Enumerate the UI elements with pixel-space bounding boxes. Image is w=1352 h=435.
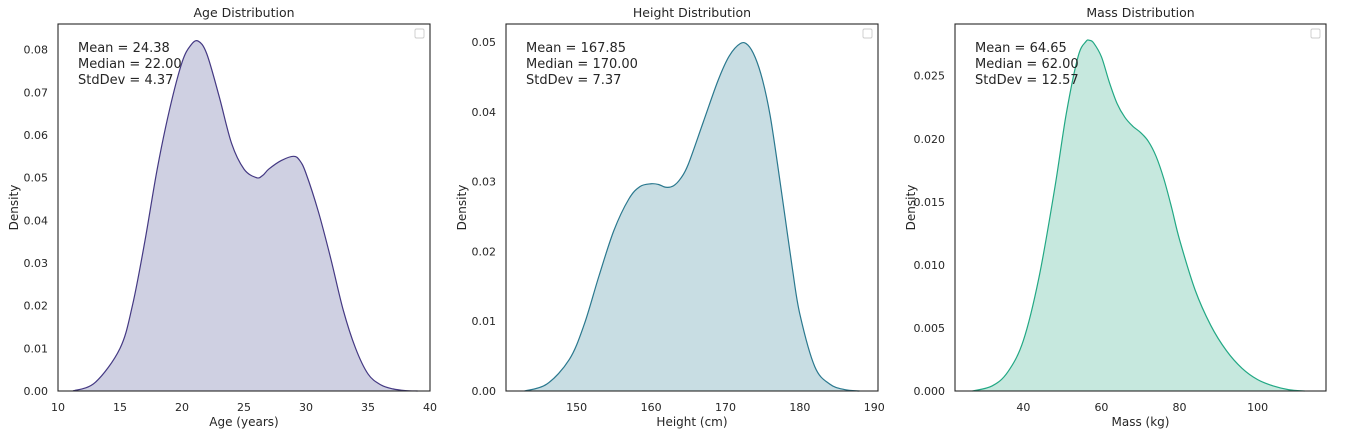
- y-tick-label: 0.04: [472, 106, 497, 119]
- chart-panel-3: 40 60 80 100 0.000 0.005 0.010 0.015 0.020 0.025 M…: [904, 5, 1327, 429]
- chart-title: Height Distribution: [633, 5, 751, 20]
- stat-annotation: StdDev = 12.57: [975, 73, 1079, 88]
- y-tick-label: 0.02: [472, 245, 497, 258]
- y-tick-label: 0.00: [472, 385, 497, 398]
- stat-annotation: Mean = 24.38: [78, 41, 170, 56]
- x-tick-label: 80: [1173, 401, 1187, 414]
- chart-panel-1: 10 15 20 25 30 35 40 0.00 0.01 0.02 0.03 0.04 0.05 0.…: [7, 5, 437, 429]
- chart-title: Mass Distribution: [1086, 5, 1194, 20]
- stat-annotation: Mean = 64.65: [975, 41, 1067, 56]
- y-tick-label: 0.07: [24, 86, 49, 99]
- x-tick-label: 20: [175, 401, 189, 414]
- y-tick-label: 0.05: [472, 36, 497, 49]
- x-tick-label: 100: [1247, 401, 1268, 414]
- stat-annotation: Median = 170.00: [526, 57, 638, 72]
- y-axis-label: Density: [455, 185, 469, 231]
- y-tick-label: 0.01: [24, 342, 49, 355]
- density-area: [972, 39, 1305, 392]
- legend-box: [1310, 28, 1321, 39]
- stat-annotation: StdDev = 7.37: [526, 73, 621, 88]
- plot-frame: [505, 23, 879, 392]
- chart-panel-2: 150 160 170 180 190 0.00 0.01 0.02 0.03 0.04 0.05 H…: [455, 5, 885, 429]
- x-tick-label: 40: [423, 401, 437, 414]
- x-tick-label: 180: [789, 401, 810, 414]
- y-tick-label: 0.04: [24, 214, 49, 227]
- x-tick-label: 190: [864, 401, 885, 414]
- x-tick-label: 160: [641, 401, 662, 414]
- y-tick-label: 0.000: [914, 385, 946, 398]
- x-axis-label: Mass (kg): [1112, 415, 1170, 429]
- density-area: [524, 42, 860, 391]
- density-line: [972, 39, 1305, 392]
- y-tick-label: 0.01: [472, 315, 497, 328]
- y-tick-label: 0.005: [914, 322, 946, 335]
- y-tick-label: 0.025: [914, 70, 946, 83]
- stat-annotation: Median = 62.00: [975, 57, 1079, 72]
- x-tick-label: 60: [1094, 401, 1108, 414]
- y-tick-label: 0.020: [914, 133, 946, 146]
- stat-annotation: Mean = 167.85: [526, 41, 626, 56]
- stat-annotation: StdDev = 4.37: [78, 73, 173, 88]
- x-axis-label: Age (years): [209, 415, 278, 429]
- y-tick-label: 0.010: [914, 259, 946, 272]
- density-line: [72, 40, 418, 392]
- y-tick-label: 0.08: [24, 44, 49, 57]
- y-tick-label: 0.03: [24, 257, 49, 270]
- y-tick-label: 0.015: [914, 196, 946, 209]
- x-tick-label: 10: [51, 401, 65, 414]
- plot-frame: [57, 23, 431, 392]
- y-tick-label: 0.03: [472, 176, 497, 189]
- x-tick-label: 25: [237, 401, 251, 414]
- legend-box: [862, 28, 873, 39]
- y-tick-label: 0.00: [24, 385, 49, 398]
- x-tick-label: 15: [113, 401, 127, 414]
- x-tick-label: 30: [299, 401, 313, 414]
- x-tick-label: 35: [361, 401, 375, 414]
- y-tick-label: 0.02: [24, 300, 49, 313]
- stat-annotation: Median = 22.00: [78, 57, 182, 72]
- density-area: [72, 40, 418, 392]
- x-axis-label: Height (cm): [656, 415, 727, 429]
- x-tick-label: 150: [566, 401, 587, 414]
- plot-frame: [954, 23, 1327, 392]
- y-tick-label: 0.06: [24, 129, 49, 142]
- x-tick-label: 170: [715, 401, 736, 414]
- x-tick-label: 40: [1016, 401, 1030, 414]
- y-axis-label: Density: [7, 185, 21, 231]
- density-line: [524, 41, 860, 392]
- y-axis-label: Density: [904, 185, 918, 231]
- y-tick-label: 0.05: [24, 172, 49, 185]
- legend-box: [414, 28, 425, 39]
- chart-title: Age Distribution: [193, 5, 294, 20]
